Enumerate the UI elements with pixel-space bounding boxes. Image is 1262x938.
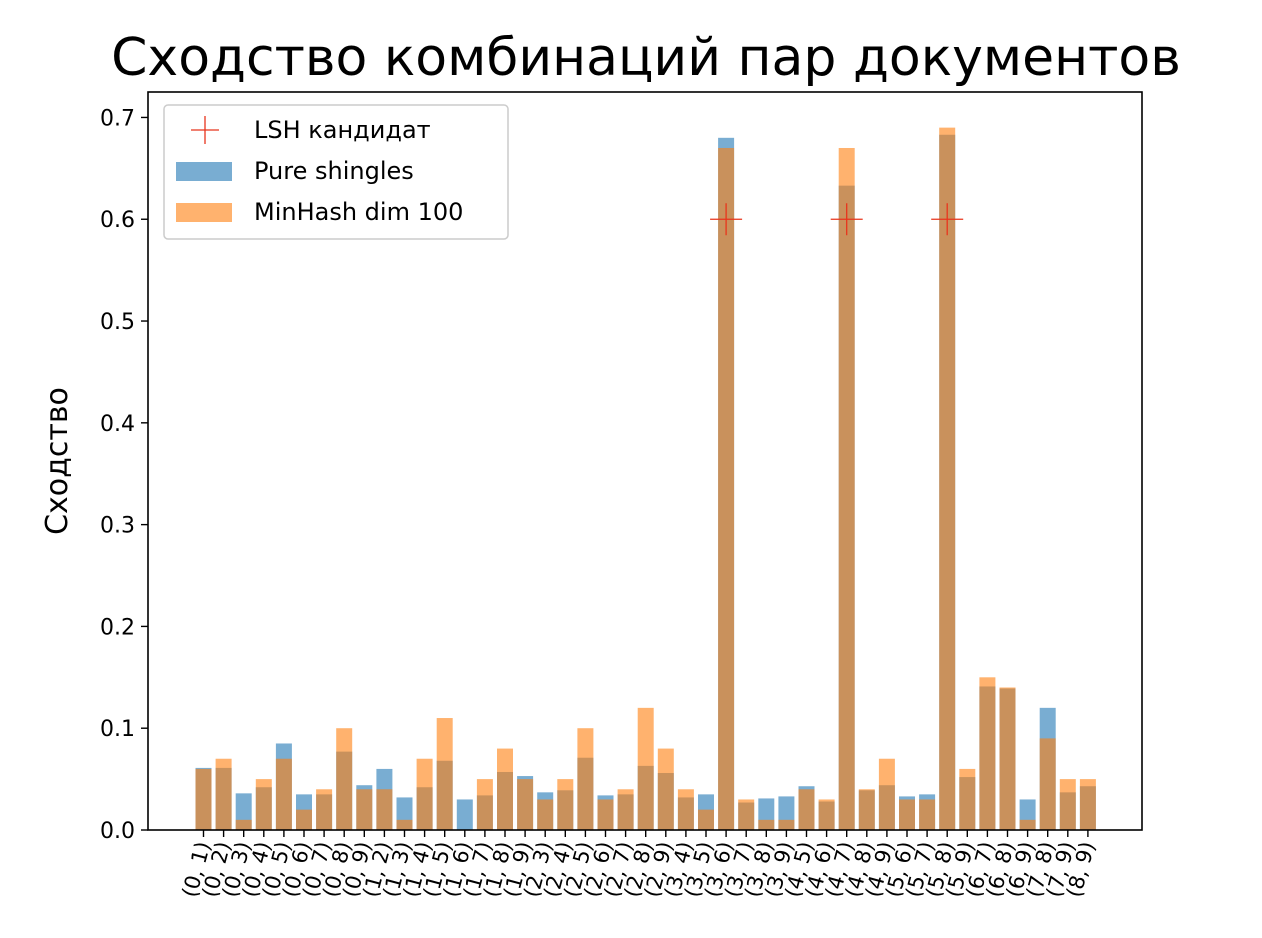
bar-minhash (336, 728, 353, 830)
bar-minhash (919, 799, 936, 830)
y-tick-label: 0.6 (100, 208, 135, 233)
legend-swatch-pure-shingles (176, 162, 232, 181)
bar-minhash (1079, 779, 1096, 830)
bar-minhash (316, 789, 333, 830)
x-axis: (0, 1)(0, 2)(0, 3)(0, 4)(0, 5)(0, 6)(0, … (178, 830, 1100, 900)
legend-label-pure-shingles: Pure shingles (254, 157, 414, 185)
markers-layer (710, 203, 964, 236)
bar-minhash (617, 789, 634, 830)
bar-minhash (597, 799, 614, 830)
bar-minhash (818, 799, 835, 830)
bar-minhash (758, 819, 775, 830)
bar-minhash (738, 799, 755, 830)
legend-label-minhash: MinHash dim 100 (254, 198, 463, 226)
bar-minhash (698, 809, 714, 830)
bar-minhash (677, 789, 694, 830)
bar-minhash (497, 748, 513, 830)
bar-minhash (476, 779, 493, 830)
bar-minhash (296, 809, 312, 830)
bar-minhash (899, 799, 915, 830)
y-tick-label: 0.2 (100, 615, 135, 640)
bar-minhash (778, 819, 795, 830)
bar-minhash (1039, 738, 1056, 830)
bar-minhash (396, 819, 413, 830)
bar-minhash (1059, 779, 1076, 830)
bars-layer (195, 127, 1096, 831)
legend-box (163, 104, 509, 240)
y-tick-label: 0.7 (100, 106, 135, 131)
bar-minhash (235, 819, 252, 830)
bar-minhash (356, 789, 373, 830)
bar-minhash (637, 707, 654, 830)
bar-minhash (195, 768, 212, 830)
bar-minhash (939, 127, 956, 830)
bar-minhash (436, 718, 453, 830)
bar-minhash (416, 758, 433, 830)
y-tick-label: 0.4 (100, 412, 135, 437)
bar-minhash (577, 728, 594, 830)
y-tick-label: 0.0 (100, 819, 135, 844)
bar-pure-shingles (456, 799, 473, 830)
bar-minhash (858, 789, 875, 830)
y-tick-label: 0.1 (100, 717, 135, 742)
y-axis: 0.0 0.1 0.2 0.3 0.4 0.5 0.6 0.7 (100, 106, 148, 844)
legend-swatch-minhash (176, 203, 232, 222)
y-tick-label: 0.3 (100, 514, 135, 539)
legend-label-lsh: LSH кандидат (254, 116, 431, 144)
lsh-candidate-marker (710, 203, 743, 236)
bar-minhash (798, 789, 815, 830)
bar-minhash (657, 748, 674, 830)
legend: LSH кандидат Pure shingles MinHash dim 1… (163, 104, 509, 240)
bar-minhash (878, 758, 895, 830)
bar-minhash (959, 768, 976, 830)
lsh-candidate-marker (830, 203, 863, 236)
bar-minhash (718, 147, 735, 831)
bar-minhash (1019, 819, 1036, 830)
bar-minhash (255, 779, 272, 830)
lsh-candidate-marker (931, 203, 964, 236)
bar-minhash (275, 758, 292, 830)
chart-title: Сходство комбинаций пар документов (111, 28, 1181, 88)
bar-minhash (557, 779, 574, 830)
legend-marker-icon (191, 116, 219, 144)
bar-minhash (999, 687, 1016, 830)
bar-minhash (537, 799, 554, 830)
y-tick-label: 0.5 (100, 310, 135, 335)
bar-minhash (517, 779, 534, 830)
bar-minhash (215, 758, 232, 830)
bar-minhash (979, 677, 996, 830)
y-axis-label: Сходство (40, 387, 75, 535)
bar-minhash (376, 789, 393, 830)
bar-minhash (838, 147, 855, 831)
